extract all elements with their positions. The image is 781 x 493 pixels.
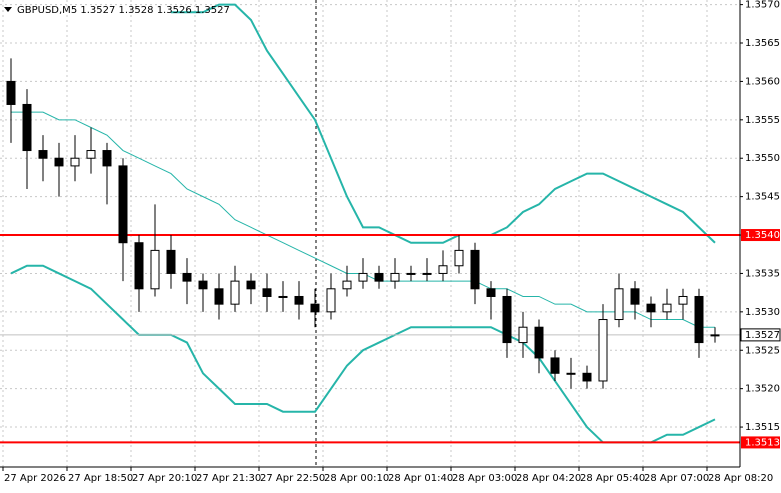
y-tick-label: 1.3525 [745, 345, 780, 356]
axis-labels: 1.3570 1.3565 1.3560 1.3555 1.3550 1.3545 1.35… [2, 0, 781, 484]
candle-body [470, 249, 480, 290]
y-tick-label: 1.3555 [745, 115, 780, 126]
candle-body [166, 249, 176, 274]
x-tick-label: 27 Apr 18:50 [68, 473, 133, 484]
x-tick-label: 27 Apr 20:10 [132, 473, 197, 484]
y-tick-label: 1.3560 [745, 76, 780, 87]
candle-body [198, 280, 208, 290]
candle-body [230, 280, 240, 305]
candle-body [438, 265, 448, 274]
candle-body [390, 272, 400, 282]
y-tick-label: 1.3545 [745, 192, 780, 203]
candle-body [678, 295, 688, 305]
y-tick-label: 1.3515 [745, 422, 780, 433]
current-price-label: 1.3527 [745, 330, 780, 341]
candle-body [70, 157, 80, 167]
bollinger-band [10, 264, 716, 444]
candle-body [262, 288, 272, 297]
candle-body [86, 150, 96, 159]
candle-body [118, 165, 128, 244]
x-tick-label: 28 Apr 08:20 [708, 473, 773, 484]
candle-body [342, 280, 352, 290]
x-tick-label: 28 Apr 07:00 [644, 473, 709, 484]
y-tick-label: 1.3520 [745, 384, 780, 395]
x-tick-label: 27 Apr 22:50 [260, 473, 325, 484]
candle-body [630, 288, 640, 305]
y-tick-label: 1.3550 [745, 153, 780, 164]
candle-body [406, 272, 416, 275]
candle-body [134, 242, 144, 290]
candle-body [582, 372, 592, 382]
candle-body [310, 303, 320, 313]
candle-body [150, 249, 160, 290]
level-label: 1.3540 [745, 230, 780, 241]
candle-body [182, 272, 192, 282]
candle-body [38, 150, 48, 159]
candle-body [374, 272, 384, 282]
candle-body [246, 280, 256, 290]
candle-body [278, 295, 288, 298]
candle-body [486, 288, 496, 297]
candle-body [710, 334, 720, 337]
x-tick-label: 28 Apr 03:00 [452, 473, 517, 484]
x-tick-label: 28 Apr 01:40 [388, 473, 453, 484]
candle-body [214, 288, 224, 305]
candle-body [326, 288, 336, 313]
candle-body [614, 288, 624, 321]
level-label-box [741, 229, 780, 242]
chart-title: GBPUSD,M5 1.3527 1.3528 1.3526 1.3527 [17, 5, 230, 16]
x-tick-label: 28 Apr 05:40 [580, 473, 645, 484]
candle-body [566, 372, 576, 375]
candle-body [646, 303, 656, 313]
candle-body [422, 272, 432, 275]
candle-body [518, 326, 528, 344]
candle-body [502, 295, 512, 344]
candle-body [54, 157, 64, 167]
candle-body [662, 303, 672, 313]
candle-body [294, 295, 304, 305]
candle-body [534, 326, 544, 359]
bollinger-band [171, 3, 716, 244]
x-tick-label: 28 Apr 04:20 [516, 473, 581, 484]
candle-body [598, 319, 608, 382]
candle-body [358, 272, 368, 282]
x-tick-label: 27 Apr 21:30 [196, 473, 261, 484]
menu-icon[interactable] [4, 7, 12, 12]
level-label-box [741, 436, 780, 449]
candle-body [550, 357, 560, 374]
level-label: 1.3513 [745, 437, 780, 448]
candle-body [102, 150, 112, 167]
x-tick-label: 27 Apr 2026 [4, 473, 66, 484]
x-tick-label: 28 Apr 00:10 [324, 473, 389, 484]
plot [0, 3, 740, 444]
y-tick-label: 1.3565 [745, 38, 780, 49]
y-tick-label: 1.3530 [745, 307, 780, 318]
candle-body [454, 249, 464, 267]
y-tick-label: 1.3535 [745, 268, 780, 279]
current-price-box [740, 328, 781, 342]
candle-body [6, 80, 16, 105]
y-tick-label: 1.3570 [745, 0, 780, 11]
candle-body [22, 103, 32, 152]
candle-body [694, 295, 704, 344]
